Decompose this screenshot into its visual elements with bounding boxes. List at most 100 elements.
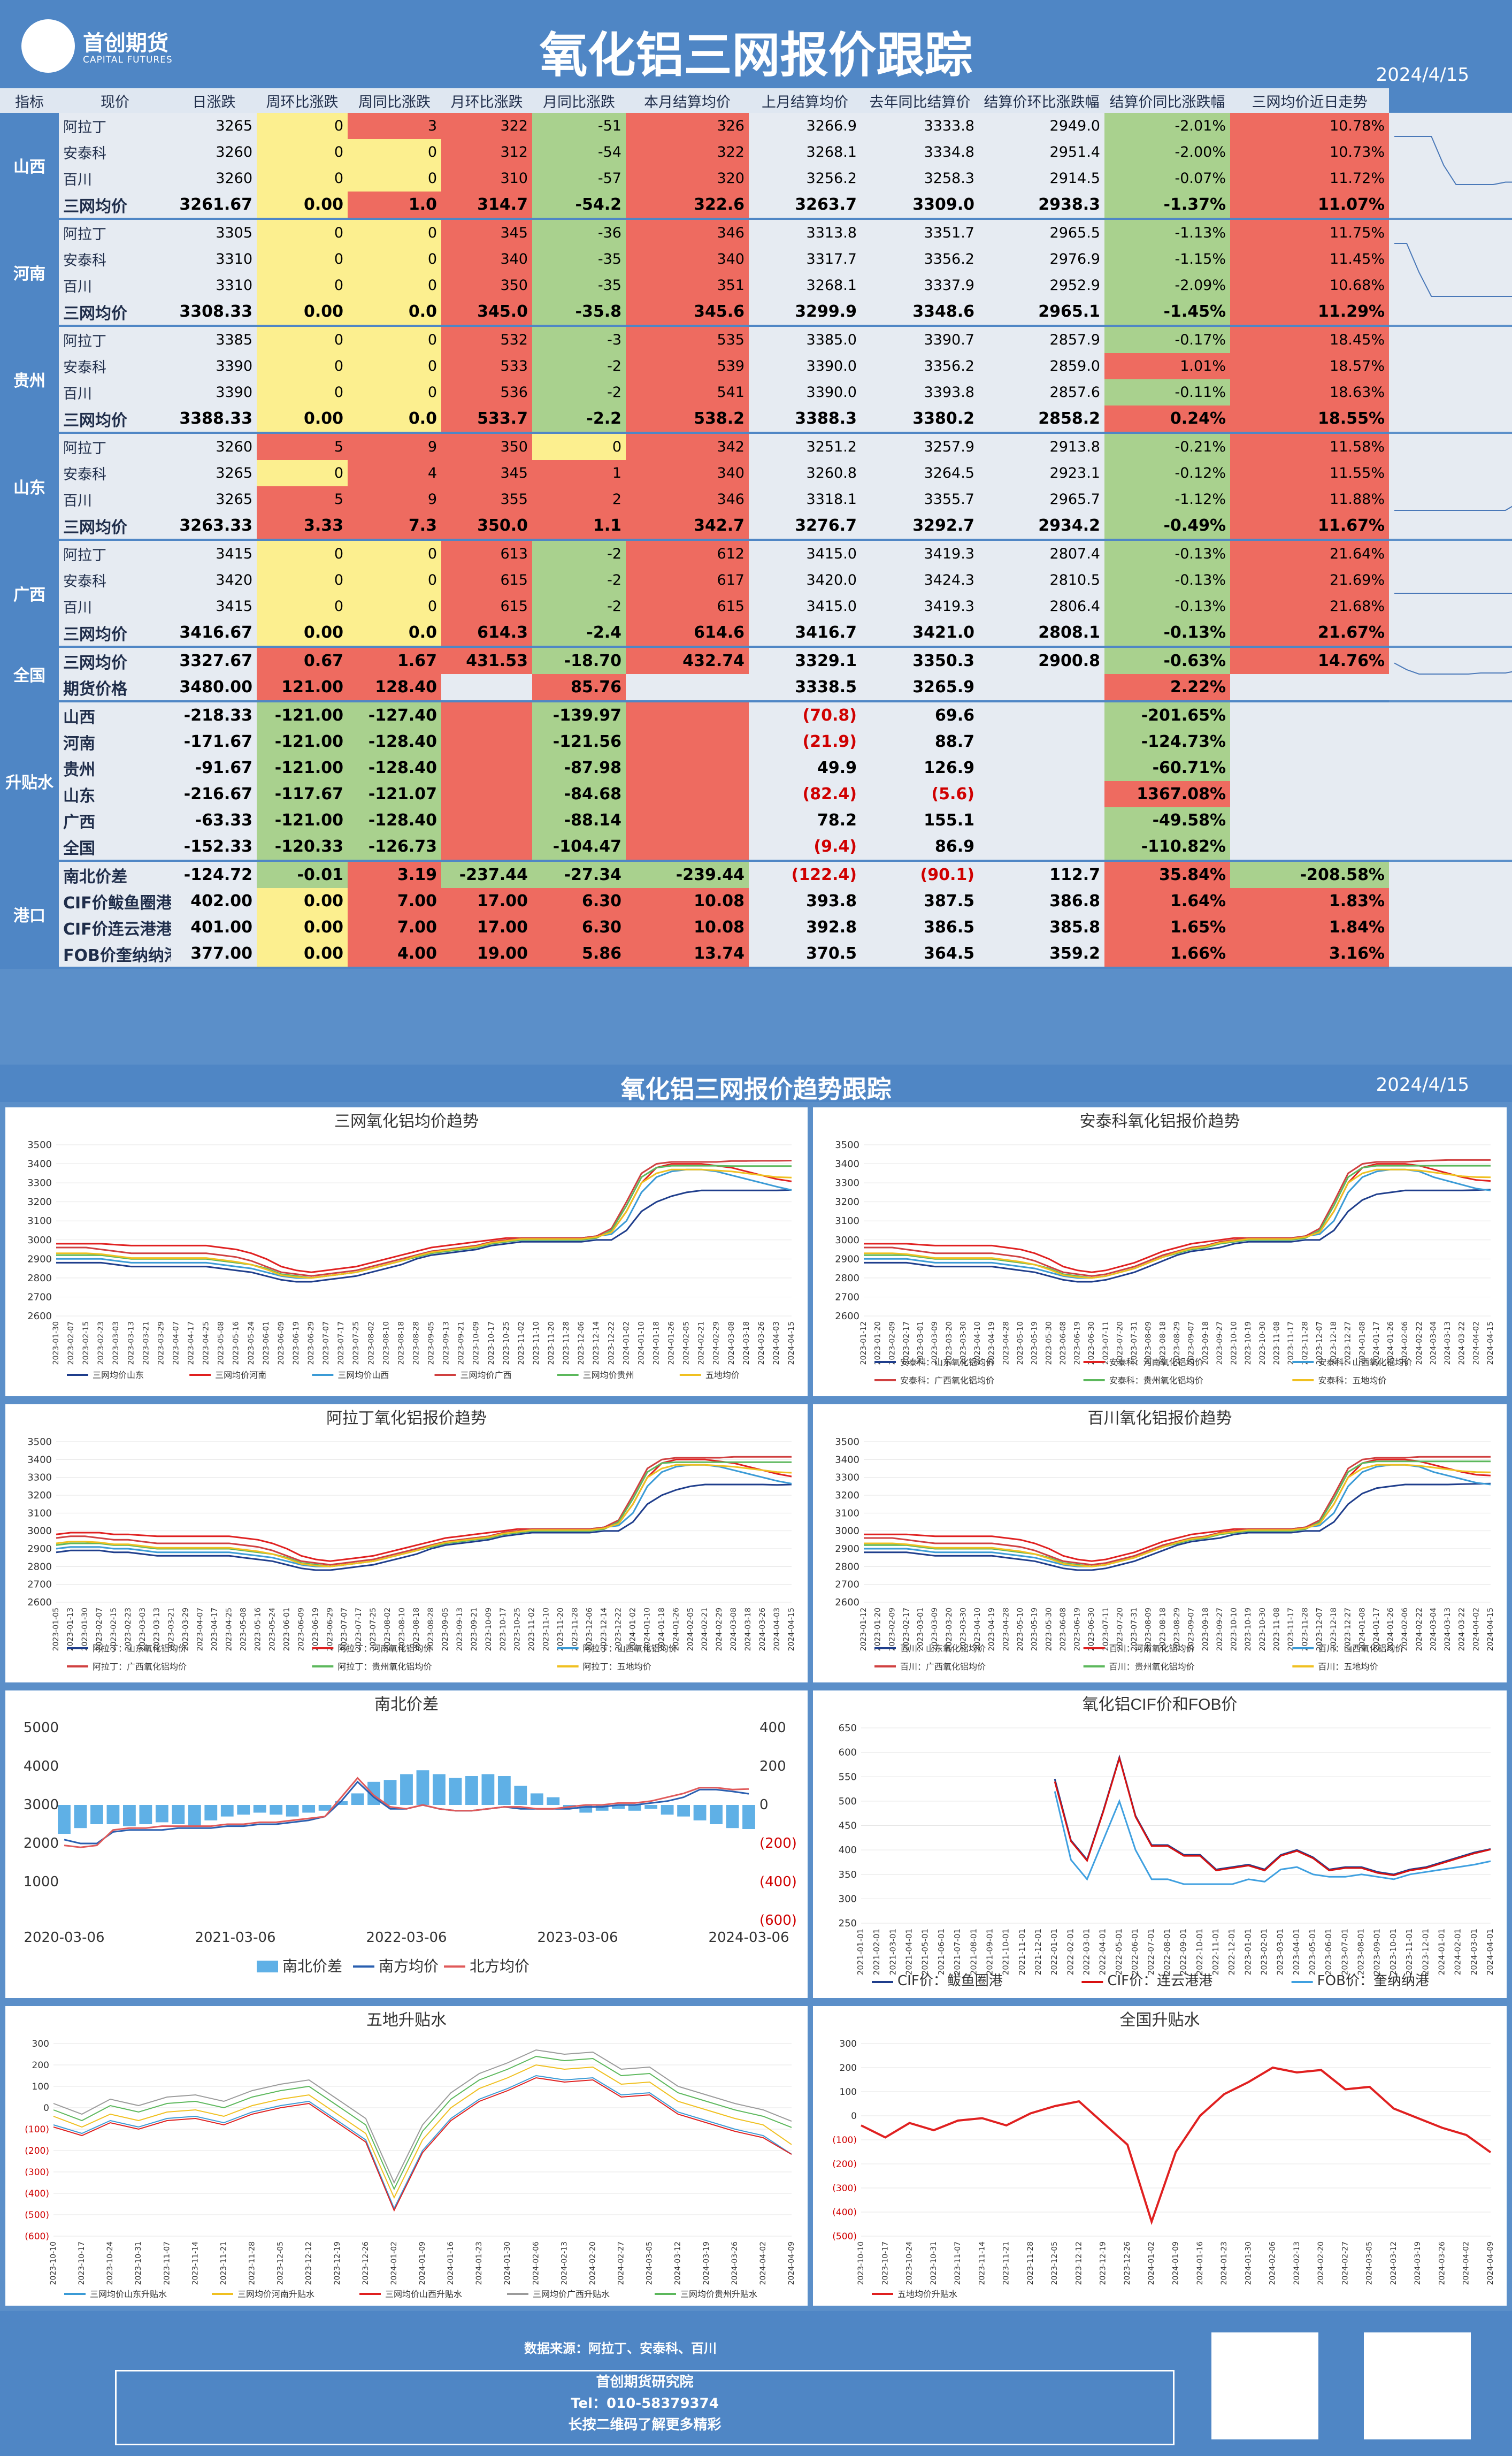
sparkline [1389, 220, 1512, 325]
x-tick-label: 2023-08-28 [427, 1608, 435, 1651]
x-tick-label: 2023-03-01 [917, 1321, 925, 1365]
table-row: 百川 3390 0 0 536 -2 541 3390.0 3393.8 2857.6 -0.11%… [0, 379, 1512, 405]
trend-section-title: 氧化铝三网报价趋势跟踪 [620, 1075, 892, 1104]
table-cell [1230, 702, 1389, 729]
spread-bar [530, 1793, 543, 1805]
y-tick-label: 2800 [835, 1273, 859, 1284]
x-tick-label: 2023-06-19 [1073, 1608, 1082, 1651]
table-cell: -84.68 [532, 781, 626, 807]
x-tick-label: 2024-01-18 [652, 1321, 661, 1365]
table-cell: -1.37% [1104, 192, 1230, 218]
chart-panel-basis-national: 全国升贴水 300 200 100 0 (100) (200) (300) (400) (500)… [813, 2006, 1507, 2306]
x-tick-label: 2023-02-01 [1259, 1929, 1269, 1975]
row-label: 安泰科 [59, 246, 171, 272]
x-tick-label: 2023-04-10 [973, 1321, 982, 1365]
table-cell: -2 [532, 541, 626, 567]
phone-number: Tel：010-58379374 [571, 2396, 719, 2412]
legend-label: 阿拉丁：贵州氧化铝均价 [337, 1662, 432, 1672]
series-line [53, 2077, 792, 2212]
data-source: 数据来源：阿拉丁、安泰科、百川 [524, 2341, 717, 2356]
column-header: 三网均价近日走势 [1230, 88, 1389, 113]
x-tick-label: 2023-10-30 [1258, 1608, 1267, 1651]
table-cell: -2.4 [532, 619, 626, 646]
column-header: 现价 [59, 88, 171, 113]
x-tick-label: 2021-06-01 [937, 1929, 946, 1975]
x-tick-label: 2023-02-09 [888, 1321, 896, 1365]
table-cell [979, 833, 1104, 860]
table-cell [1230, 755, 1389, 781]
table-cell: 3309.0 [861, 192, 979, 218]
y2-tick-label: 200 [759, 1758, 786, 1774]
qr-code-icon[interactable] [1211, 2332, 1318, 2439]
x-tick-label: 2022-11-01 [1211, 1929, 1221, 1975]
x-tick-label: 2023-03-20 [945, 1321, 954, 1365]
table-cell: 155.1 [861, 807, 979, 833]
x-tick-label: 2023-06-19 [292, 1321, 301, 1365]
table-cell [441, 729, 532, 755]
table-cell: 1367.08% [1104, 781, 1230, 807]
table-cell [441, 674, 532, 700]
table-cell: -117.67 [257, 781, 348, 807]
x-tick-label: 2023-07-01 [1340, 1929, 1349, 1975]
table-row: FOB价奎纳纳港 377.00 0.00 4.00 19.00 5.86 13.74 370.… [0, 940, 1512, 967]
x-tick-label: 2023-11-28 [562, 1321, 571, 1365]
table-row: 安泰科 3420 0 0 615 -2 617 3420.0 3424.3 2810.5 -0.13… [0, 567, 1512, 593]
table-cell: 3333.8 [861, 113, 979, 139]
table-cell: 3388.3 [749, 405, 861, 432]
x-tick-label: 2024-02-06 [1269, 2241, 1277, 2285]
sparkline-chart [1394, 662, 1512, 675]
row-label: 三网均价 [59, 619, 171, 646]
x-tick-label: 2023-11-08 [1272, 1321, 1281, 1365]
footer: 数据来源：阿拉丁、安泰科、百川 首创期货研究院 Tel：010-58379374… [0, 2311, 1512, 2456]
column-header: 本月结算均价 [626, 88, 749, 113]
x-tick-label: 2023-06-19 [1073, 1321, 1082, 1365]
table-cell: 320 [626, 165, 749, 192]
table-cell: -2.01% [1104, 113, 1230, 139]
y2-tick-label: 0 [759, 1797, 769, 1813]
table-cell: 401.00 [171, 914, 257, 940]
x-tick-label: 2024-02-29 [712, 1321, 721, 1365]
table-cell: 11.55% [1230, 460, 1389, 486]
table-cell: 0 [348, 327, 441, 353]
table-cell: 615 [441, 567, 532, 593]
row-label: 南北价差 [59, 862, 171, 888]
table-cell: 3.19 [348, 862, 441, 888]
x-tick-label: 2024-03-26 [1438, 2241, 1446, 2285]
legend-label: 阿拉丁：河南氧化铝均价 [337, 1643, 432, 1654]
row-label: 安泰科 [59, 353, 171, 379]
x-tick-label: 2023-11-28 [248, 2241, 257, 2285]
table-row: 贵州 阿拉丁 3385 0 0 532 -3 535 3385.0 3390.7 2857.9 -0.… [0, 327, 1512, 432]
legend-label: 北方均价 [470, 1957, 529, 1975]
table-cell: 322 [441, 113, 532, 139]
x-tick-label: 2024-01-17 [1372, 1321, 1381, 1365]
x-tick-label: 2024-02-13 [560, 2241, 569, 2285]
table-cell: -0.12% [1104, 460, 1230, 486]
legend-swatch [257, 1961, 278, 1972]
x-tick-label: 2023-06-09 [277, 1321, 286, 1365]
table-cell: 538.2 [626, 405, 749, 432]
table-cell: (70.8) [749, 702, 861, 729]
x-tick-label: 2024-02-22 [1415, 1608, 1424, 1651]
qr-code-icon[interactable] [1364, 2332, 1471, 2439]
legend-label: 阿拉丁：山西氧化铝均价 [583, 1643, 677, 1654]
x-tick-label: 2023-09-21 [470, 1608, 479, 1651]
x-tick-label: 2022-10-01 [1195, 1929, 1204, 1975]
y-tick-label: 3400 [835, 1454, 859, 1465]
table-cell: 3415 [171, 593, 257, 619]
table-row: 安泰科 3310 0 0 340 -35 340 3317.7 3356.2 2976.9 -1.1… [0, 246, 1512, 272]
table-cell: 3265.9 [861, 674, 979, 700]
table-cell: -91.67 [171, 755, 257, 781]
x-tick-label: 2021-01-01 [856, 1929, 865, 1975]
series-line [864, 1456, 1491, 1566]
chart-title: 三网氧化铝均价趋势 [334, 1113, 479, 1130]
table-cell: 3260 [171, 434, 257, 460]
x-tick-label: 2024-01-02 [1147, 2241, 1156, 2285]
table-cell: -139.97 [532, 702, 626, 729]
region-label: 广西 [0, 541, 59, 646]
x-tick-label: 2024-01-10 [643, 1608, 651, 1651]
table-row: 安泰科 3260 0 0 312 -54 322 3268.1 3334.8 2951.4 -2.0… [0, 139, 1512, 165]
table-cell: 2858.2 [979, 405, 1104, 432]
table-cell: 4.00 [348, 940, 441, 967]
y-tick-label: 3400 [27, 1454, 52, 1465]
spread-bar [465, 1776, 478, 1805]
